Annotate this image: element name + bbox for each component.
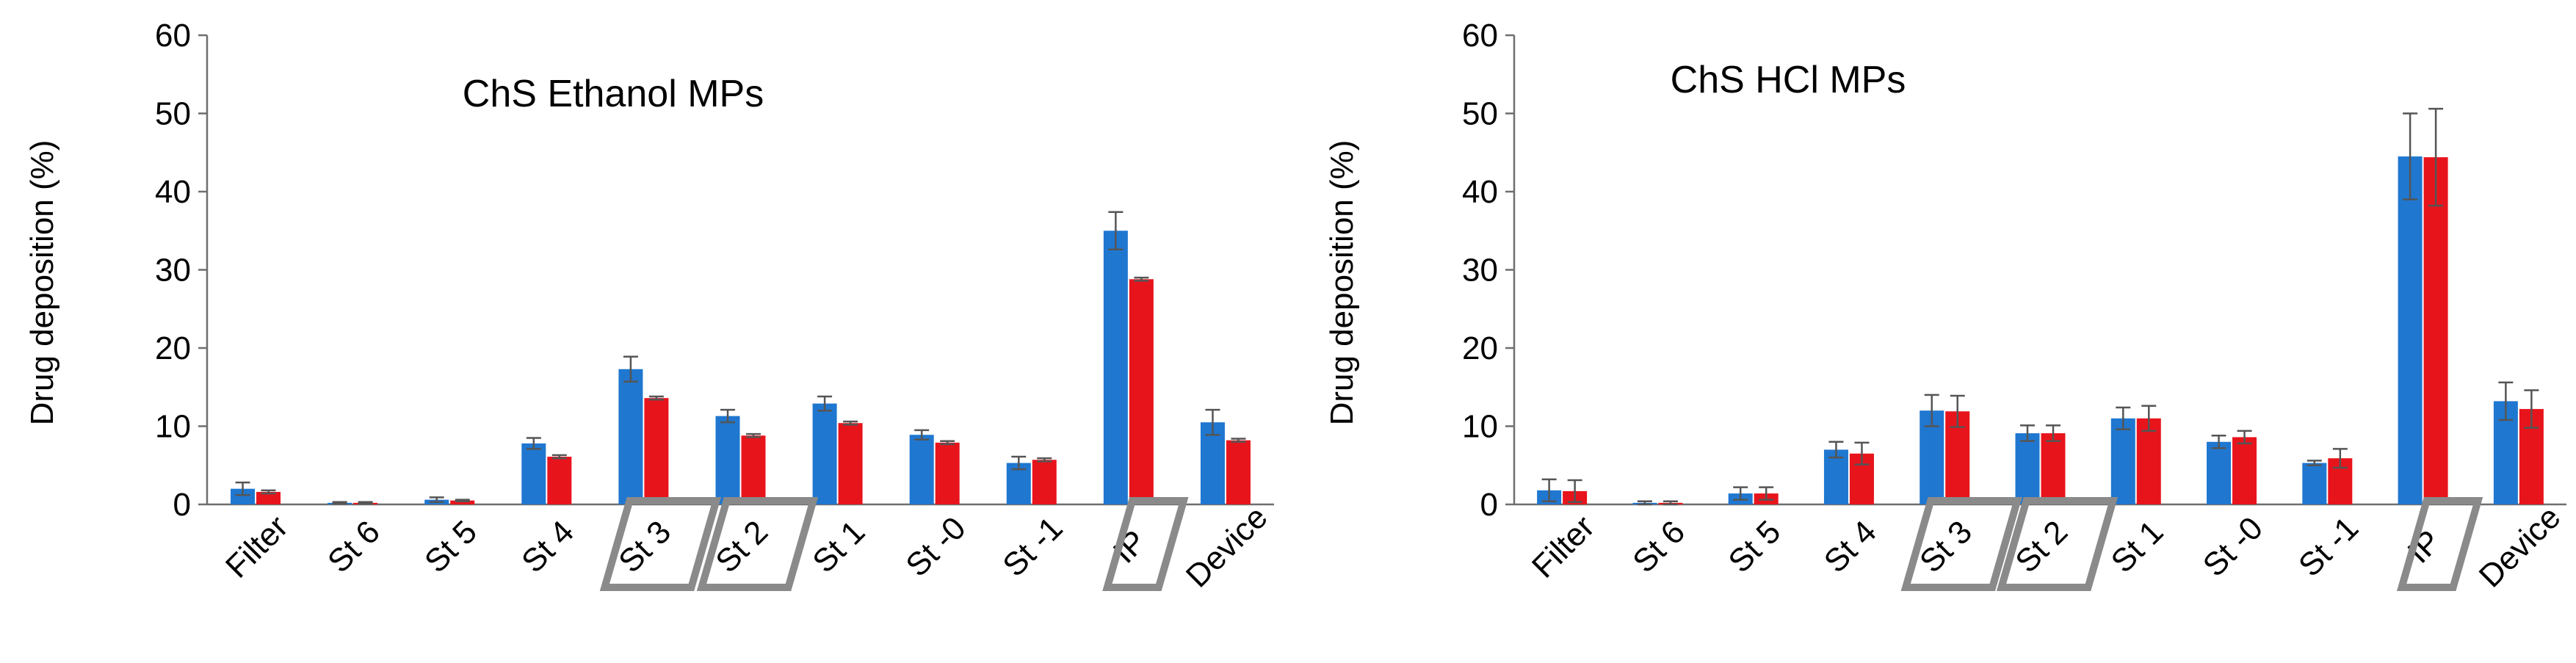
highlight-box [1102, 497, 1189, 591]
y-tick-label: 10 [1462, 409, 1498, 445]
bar [2015, 433, 2040, 504]
x-tick-label: St 4 [1817, 514, 1884, 580]
highlight-box [1996, 497, 2119, 591]
y-axis-label: Drug deposition (%) [24, 140, 60, 426]
x-tick-label: St 5 [1721, 514, 1787, 580]
x-tick-label: St 1 [2105, 514, 2171, 580]
bar [2041, 433, 2066, 504]
chart-panel-ethanol: ChS Ethanol MPs Drug deposition (%) 0 10 2… [24, 18, 1275, 595]
bar [2398, 156, 2423, 504]
x-tick-label: Filter [1525, 509, 1602, 585]
bar [1032, 460, 1057, 504]
x-tick-label: Device [1179, 499, 1275, 595]
bar [2136, 418, 2161, 504]
y-tick-label: 30 [155, 253, 191, 289]
y-tick-label: 20 [155, 330, 191, 366]
chart-title: ChS Ethanol MPs [463, 73, 764, 115]
x-tick-label: St 4 [515, 514, 581, 580]
y-tick-label: 40 [155, 174, 191, 210]
highlight-box [599, 497, 722, 591]
x-tick-label: St -0 [899, 510, 972, 584]
bar [618, 369, 643, 504]
bar [715, 416, 740, 504]
y-axis-label: Drug deposition (%) [1324, 140, 1360, 426]
bar [256, 491, 281, 504]
bar [231, 488, 256, 504]
bar [935, 442, 960, 504]
bar [2110, 418, 2135, 504]
y-tick-label: 20 [1462, 330, 1498, 366]
chart-panel-hcl: ChS HCl MPs Drug deposition (%) 0 10 20 30 4… [1324, 18, 2567, 595]
x-tick-label: St 6 [321, 514, 387, 580]
bar [741, 435, 766, 504]
y-tick-label: 0 [1480, 487, 1498, 523]
y-tick-label: 10 [155, 409, 191, 445]
bar [450, 500, 475, 504]
chart-title: ChS HCl MPs [1671, 59, 1906, 101]
bar [1103, 231, 1128, 504]
y-tick-label: 50 [1462, 96, 1498, 132]
bar [1129, 279, 1154, 504]
y-tick-label: 50 [155, 96, 191, 132]
bar [2232, 437, 2257, 504]
y-tick-label: 40 [1462, 174, 1498, 210]
bar [1200, 422, 1225, 504]
bar [1226, 440, 1251, 504]
x-tick-label: St 5 [418, 514, 484, 580]
y-tick-label: 60 [155, 18, 191, 54]
bar [2207, 441, 2232, 504]
x-tick-label: St -0 [2196, 510, 2270, 584]
bar [1823, 449, 1848, 504]
x-tick-label: Filter [219, 509, 295, 585]
bar [2302, 463, 2327, 504]
x-tick-label: St 6 [1626, 514, 1692, 580]
x-tick-label: St 1 [806, 514, 872, 580]
bar [644, 398, 669, 504]
y-tick-label: 60 [1462, 18, 1498, 54]
y-tick-label: 30 [1462, 253, 1498, 289]
bar [909, 435, 934, 504]
highlight-box [696, 497, 819, 591]
bar [547, 457, 572, 504]
y-tick-label: 0 [173, 487, 191, 523]
bar [812, 403, 837, 504]
x-tick-label: Device [2472, 499, 2568, 595]
highlight-box [2396, 497, 2483, 591]
x-tick-label: St -1 [2292, 510, 2365, 584]
x-tick-label: St -1 [996, 510, 1069, 584]
bar [838, 423, 863, 504]
highlight-box [1900, 497, 2022, 591]
bar [2423, 157, 2448, 504]
bar [521, 443, 546, 504]
